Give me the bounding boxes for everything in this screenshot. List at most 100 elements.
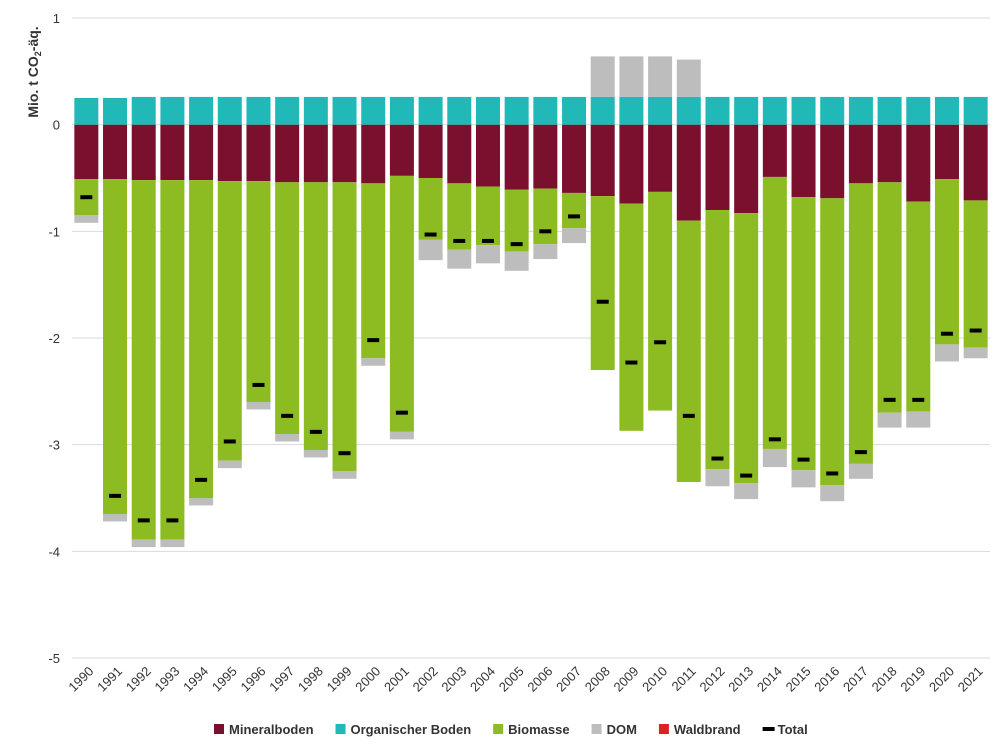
total-marker-2016	[826, 471, 839, 476]
legend-swatch	[493, 724, 504, 734]
bar-organischer-boden-2001	[389, 96, 414, 125]
bar-biomasse-1998	[303, 182, 328, 450]
x-tick-label: 2003	[438, 664, 469, 695]
x-tick-label: 2011	[669, 664, 699, 694]
x-tick-label: 2001	[381, 664, 412, 695]
legend-item-mineralboden: Mineralboden	[214, 722, 314, 737]
total-marker-2013	[740, 473, 753, 478]
bar-biomasse-2009	[619, 203, 644, 431]
bar-biomasse-2014	[762, 176, 787, 449]
bar-dom-2001	[389, 431, 414, 440]
x-tick-label: 2000	[352, 664, 383, 695]
total-marker-1995	[223, 439, 236, 444]
total-marker-2008	[596, 299, 609, 304]
bar-biomasse-1997	[275, 182, 300, 434]
bar-mineralboden-1997	[275, 124, 300, 183]
bar-organischer-boden-1995	[217, 96, 242, 125]
bar-dom-2017	[848, 463, 873, 479]
bar-organischer-boden-2007	[562, 96, 587, 125]
total-marker-2009	[625, 360, 638, 365]
y-tick-label: -5	[48, 651, 60, 666]
bar-biomasse-2000	[361, 183, 386, 359]
bar-mineralboden-2017	[848, 124, 873, 184]
legend-item-waldbrand: Waldbrand	[658, 722, 741, 737]
bar-organischer-boden-1997	[275, 96, 300, 125]
bar-organischer-boden-2000	[361, 96, 386, 125]
legend-swatch	[658, 724, 669, 734]
total-marker-2019	[912, 397, 925, 402]
bar-biomasse-1999	[332, 182, 357, 472]
bar-dom-2004	[475, 245, 500, 264]
total-marker-1993	[166, 518, 179, 523]
x-tick-label: 2006	[524, 664, 555, 695]
total-marker-2017	[854, 450, 867, 455]
total-marker-2020	[940, 331, 953, 336]
legend-item-organischer-boden: Organischer Boden	[335, 722, 471, 737]
y-axis-label-suffix: -äq.	[25, 26, 41, 51]
bar-organischer-boden-2021	[963, 96, 988, 125]
bar-dom-1995	[217, 460, 242, 469]
bar-mineralboden-2005	[504, 124, 529, 190]
bar-organischer-boden-2004	[475, 96, 500, 125]
total-marker-1997	[281, 413, 294, 418]
bar-biomasse-2018	[877, 182, 902, 413]
bar-dom-2005	[504, 251, 529, 271]
total-marker-1990	[80, 195, 93, 200]
legend-item-dom: DOM	[591, 722, 637, 737]
bar-dom-2014	[762, 448, 787, 468]
bar-organischer-boden-2008	[590, 96, 615, 125]
bar-organischer-boden-2019	[906, 96, 931, 125]
bar-mineralboden-1993	[160, 124, 185, 181]
total-markers	[80, 195, 982, 523]
bar-organischer-boden-2020	[934, 96, 959, 125]
bar-dom-2021	[963, 347, 988, 359]
bar-biomasse-2016	[820, 198, 845, 486]
bar-organischer-boden-1991	[103, 98, 128, 125]
bar-mineralboden-2002	[418, 124, 443, 178]
bar-biomasse-2021	[963, 200, 988, 348]
y-axis-label: Mio. t CO2-äq.	[25, 26, 43, 117]
bar-dom-2010	[648, 56, 673, 97]
y-tick-label: 1	[53, 11, 60, 26]
bar-mineralboden-2008	[590, 124, 615, 197]
bar-mineralboden-1998	[303, 124, 328, 183]
bar-mineralboden-1996	[246, 124, 271, 182]
bar-organischer-boden-2018	[877, 96, 902, 125]
x-tick-label: 2019	[897, 664, 928, 695]
bar-mineralboden-2006	[533, 124, 558, 189]
bar-organischer-boden-2010	[648, 96, 673, 125]
bar-biomasse-2007	[562, 192, 587, 229]
bar-mineralboden-2020	[934, 124, 959, 180]
x-tick-label: 2020	[926, 664, 957, 695]
x-tick-label: 2005	[496, 664, 527, 695]
bar-organischer-boden-1998	[303, 96, 328, 125]
bar-dom-2012	[705, 469, 730, 487]
bar-mineralboden-2004	[475, 124, 500, 187]
bar-biomasse-2008	[590, 196, 615, 370]
x-tick-label: 2007	[553, 664, 584, 695]
bar-dom-1997	[275, 434, 300, 442]
bar-dom-2020	[934, 344, 959, 362]
legend-label: Mineralboden	[229, 722, 314, 737]
bar-dom-2015	[791, 470, 816, 488]
x-tick-label: 1999	[324, 664, 355, 695]
bar-organischer-boden-1994	[189, 96, 214, 125]
bar-dom-2006	[533, 244, 558, 260]
total-marker-2018	[883, 397, 896, 402]
bar-mineralboden-1995	[217, 124, 242, 182]
x-tick-label: 1990	[65, 664, 96, 695]
x-tick-label: 2010	[639, 664, 670, 695]
bar-dom-2000	[361, 358, 386, 366]
bar-organischer-boden-2016	[820, 96, 845, 125]
bar-mineralboden-1992	[131, 124, 156, 181]
bar-biomasse-2011	[676, 220, 701, 482]
x-tick-label: 2004	[467, 664, 498, 695]
x-tick-label: 2017	[840, 664, 871, 695]
x-tick-label: 2021	[955, 664, 986, 695]
bar-biomasse-2020	[934, 179, 959, 345]
y-tick-label: -3	[48, 438, 60, 453]
x-tick-label: 1997	[266, 664, 297, 695]
bar-dom-1996	[246, 402, 271, 410]
bar-mineralboden-2021	[963, 124, 988, 201]
bar-mineralboden-1990	[74, 124, 99, 180]
